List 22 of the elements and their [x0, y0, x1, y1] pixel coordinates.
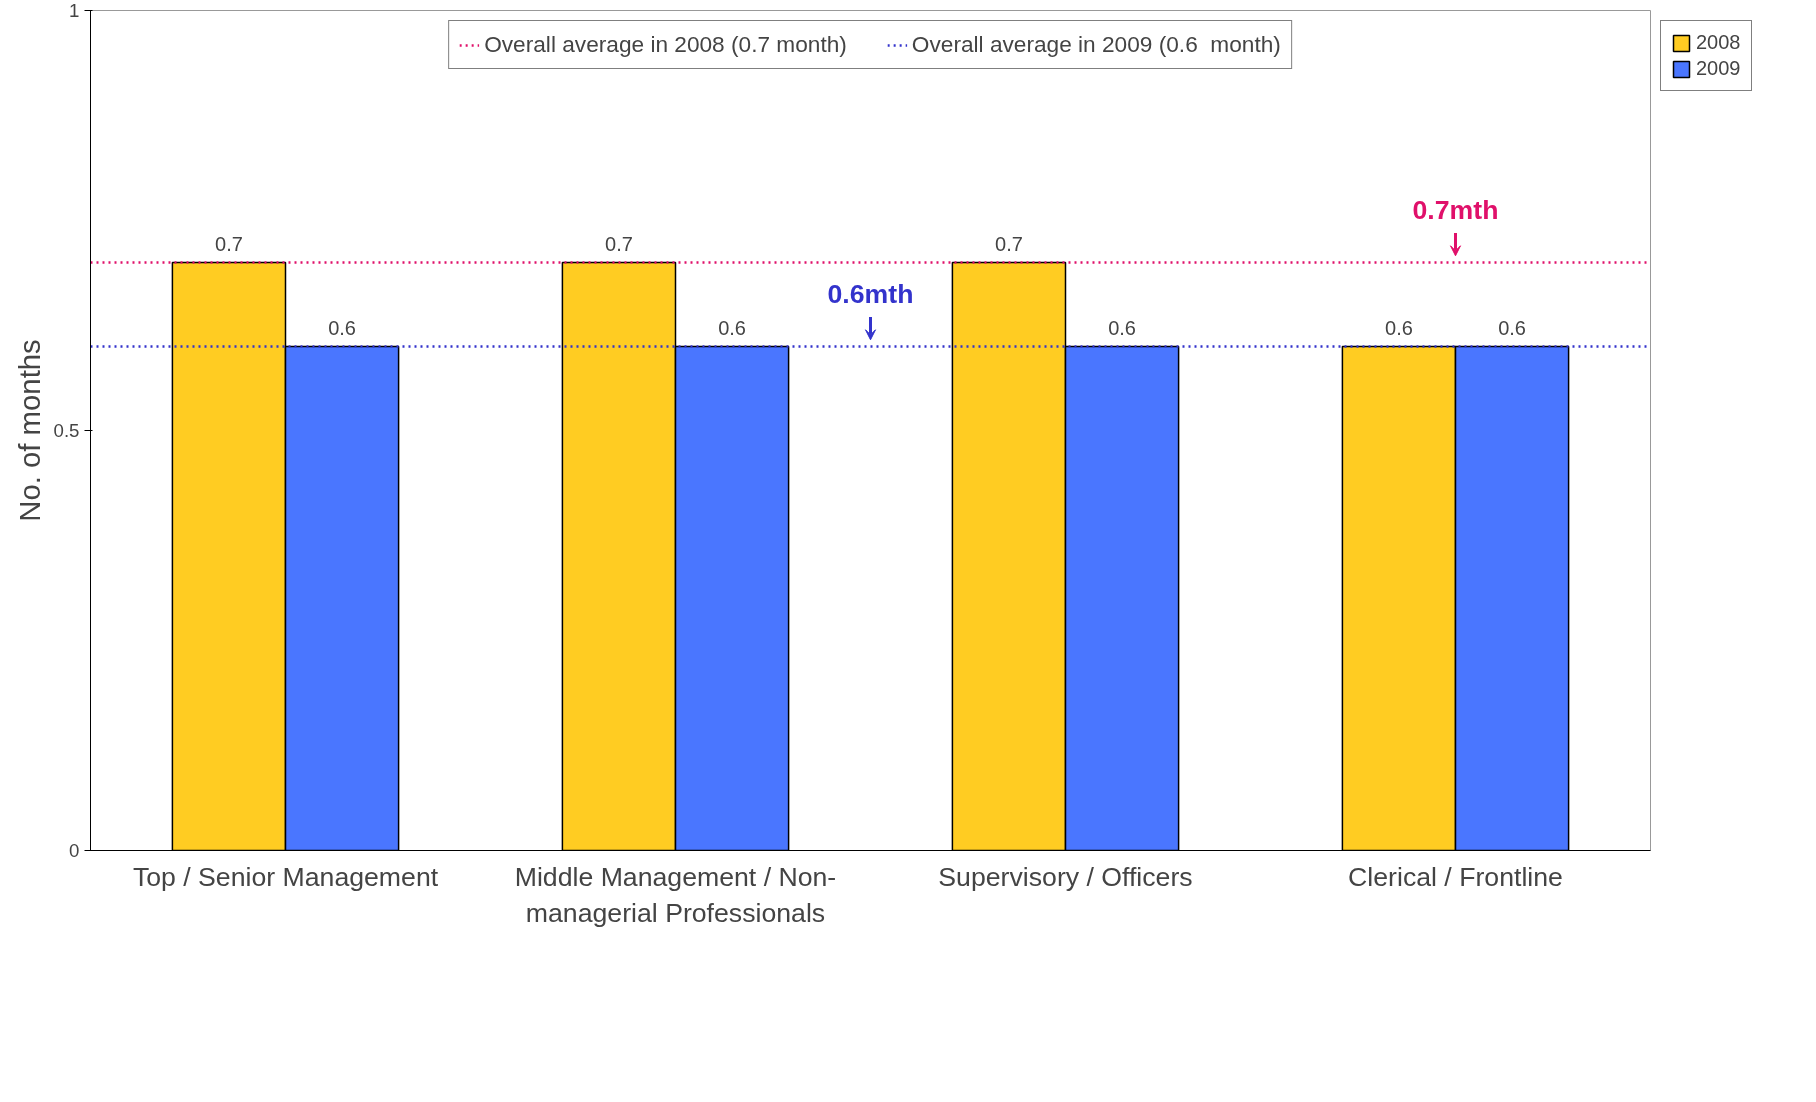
- x-tick-label: Clerical / Frontline: [1348, 861, 1563, 892]
- data-label: 0.6: [718, 316, 746, 339]
- legend-label: 2008: [1696, 31, 1741, 54]
- data-label: 0.6: [1498, 316, 1526, 339]
- x-tick-label: Middle Management / Non-managerial Professionals: [514, 861, 837, 928]
- data-label: 0.7: [995, 232, 1023, 255]
- y-axis-title: No. of months: [12, 339, 46, 522]
- y-tick-label: 0.5: [53, 420, 80, 441]
- legend-label: Overall average in 2009 (0.6 month): [911, 31, 1281, 58]
- data-label: 0.6: [328, 316, 356, 339]
- annotation: 0.7mth: [1412, 194, 1499, 225]
- legend-label: Overall average in 2008 (0.7 month): [484, 31, 847, 58]
- x-tick-label: Top / Senior Management: [132, 861, 439, 892]
- annotation: 0.6mth: [827, 278, 914, 309]
- y-tick-label: 1: [69, 0, 80, 21]
- legend-label: 2009: [1696, 57, 1741, 80]
- data-label: 0.7: [605, 232, 633, 255]
- data-label: 0.6: [1108, 316, 1136, 339]
- y-tick-label: 0: [69, 840, 80, 861]
- data-label: 0.6: [1385, 316, 1413, 339]
- x-tick-label: Supervisory / Officers: [938, 861, 1193, 892]
- data-label: 0.7: [215, 232, 243, 255]
